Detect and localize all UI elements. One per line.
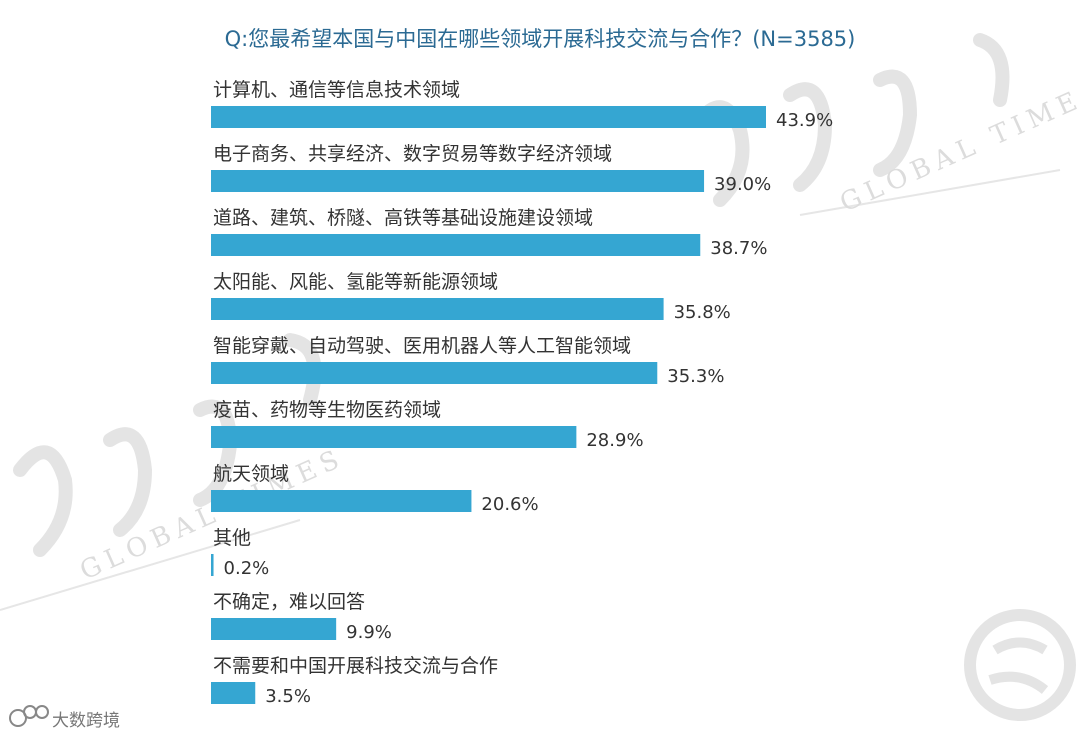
bar [211,298,664,320]
value-label: 28.9% [586,430,643,451]
category-label: 其他 [213,527,251,549]
category-label: 太阳能、风能、氢能等新能源领域 [213,271,498,293]
value-label: 35.8% [674,302,731,323]
bar [211,682,256,704]
bar [211,170,705,192]
source-label: 大数跨境 [52,711,120,731]
source-icon [9,705,49,727]
category-label: 计算机、通信等信息技术领域 [213,79,460,101]
category-label: 不需要和中国开展科技交流与合作 [213,655,498,677]
watermark-logo-icon [964,609,1076,721]
category-label: 不确定，难以回答 [213,591,365,613]
value-label: 9.9% [346,622,392,643]
bar [211,106,766,128]
bar [211,554,214,576]
bar [211,362,658,384]
bar [211,426,577,448]
value-label: 39.0% [714,174,771,195]
bar [211,618,337,640]
bars-group: 计算机、通信等信息技术领域 43.9% 电子商务、共享经济、数字贸易等数字经济领域 3… [211,79,833,707]
chart-title: Q:您最希望本国与中国在哪些领域开展科技交流与合作？(N=3585) [225,27,856,51]
category-label: 电子商务、共享经济、数字贸易等数字经济领域 [213,143,612,165]
value-label: 38.7% [710,238,767,259]
source-logo: 大数跨境 [9,705,120,731]
category-label: 道路、建筑、桥隧、高铁等基础设施建设领域 [213,207,593,229]
value-label: 0.2% [224,558,270,579]
category-label: 航天领域 [213,463,289,485]
value-label: 35.3% [667,366,724,387]
value-label: 3.5% [265,686,311,707]
bar [211,234,701,256]
category-label: 智能穿戴、自动驾驶、医用机器人等人工智能领域 [213,335,631,357]
value-label: 20.6% [481,494,538,515]
watermark-text-top: GLOBAL TIMES [836,75,1080,219]
bar [211,490,472,512]
category-label: 疫苗、药物等生物医药领域 [213,399,441,421]
value-label: 43.9% [776,110,833,131]
